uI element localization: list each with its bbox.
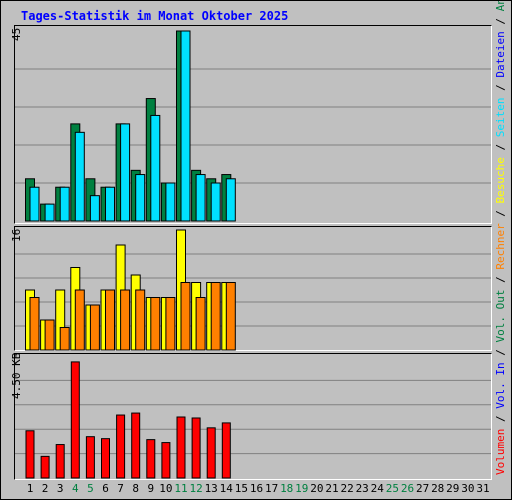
legend-item: / bbox=[494, 203, 507, 224]
bar-seiten bbox=[29, 186, 40, 222]
legend-item: Vol. In bbox=[494, 362, 507, 409]
x-tick-label: 8 bbox=[132, 482, 139, 495]
legend-item: Dateien bbox=[494, 31, 507, 78]
bar-rechner bbox=[165, 297, 176, 351]
bar-rechner bbox=[195, 297, 206, 351]
x-tick-label: 6 bbox=[102, 482, 109, 495]
bar-rechner bbox=[44, 319, 55, 351]
x-axis-labels: 1 2 3 4 5 6 7 8 9 10 11 12 13 14 15 16 17 18 19 20 21 22 23 24 2… bbox=[1, 482, 511, 498]
x-tick-label: 19 bbox=[295, 482, 309, 495]
bar-volumen bbox=[55, 444, 65, 479]
bar-seiten bbox=[135, 174, 146, 222]
x-tick-label: 20 bbox=[310, 482, 324, 495]
bar-volumen bbox=[70, 361, 80, 479]
bar-rechner bbox=[120, 289, 131, 351]
x-tick-label: 26 bbox=[400, 482, 415, 495]
x-tick-label: 18 bbox=[280, 482, 294, 495]
x-tick-label: 24 bbox=[370, 482, 384, 495]
x-tick-label: 11 bbox=[174, 482, 188, 495]
legend-item: Seiten bbox=[494, 97, 507, 138]
bar-seiten bbox=[225, 178, 236, 222]
legend-item: Volumen bbox=[494, 428, 507, 475]
legend-item: / bbox=[494, 11, 507, 32]
legend-item: Rechner bbox=[494, 223, 507, 270]
bar-seiten bbox=[105, 186, 115, 222]
x-tick-label: 28 bbox=[431, 482, 445, 495]
legend-item: / bbox=[494, 408, 507, 429]
x-tick-label: 7 bbox=[117, 482, 124, 495]
legend-item: / bbox=[494, 137, 507, 158]
legend: Volumen / Vol. In / Vol. Out / Rechner /… bbox=[494, 1, 507, 475]
x-tick-label: 31 bbox=[476, 482, 490, 495]
legend-item: Anfragen bbox=[494, 1, 507, 11]
x-tick-label: 17 bbox=[264, 482, 279, 495]
bar-volumen bbox=[221, 422, 231, 479]
bar-rechner bbox=[89, 304, 100, 351]
bar-rechner bbox=[135, 289, 146, 351]
legend-item: Vol. Out bbox=[494, 289, 507, 343]
bar-rechner bbox=[29, 297, 40, 351]
x-tick-label: 15 bbox=[234, 482, 249, 495]
x-tick-label: 16 bbox=[249, 482, 264, 495]
legend-item: / bbox=[494, 77, 507, 98]
x-tick-label: 27 bbox=[415, 482, 430, 495]
x-tick-label: 5 bbox=[87, 482, 94, 495]
bar-rechner bbox=[180, 282, 191, 351]
x-tick-label: 13 bbox=[204, 482, 218, 495]
bar-rechner bbox=[105, 289, 115, 351]
bar-rechner bbox=[59, 327, 70, 351]
bar-seiten bbox=[59, 186, 70, 222]
panel-visits-ymax-label: 16 bbox=[10, 228, 23, 242]
bar-seiten bbox=[165, 182, 176, 222]
x-tick-label: 30 bbox=[461, 482, 475, 495]
bar-volumen bbox=[161, 442, 171, 479]
bar-volumen bbox=[116, 414, 126, 479]
bar-seiten bbox=[89, 195, 100, 222]
x-tick-label: 10 bbox=[159, 482, 173, 495]
bar-rechner bbox=[150, 297, 161, 351]
x-tick-label: 22 bbox=[340, 482, 354, 495]
bar-seiten bbox=[210, 182, 221, 222]
bar-rechner bbox=[225, 282, 236, 351]
bar-rechner bbox=[74, 289, 85, 351]
bar-seiten bbox=[150, 114, 161, 222]
x-tick-label: 3 bbox=[56, 482, 64, 495]
x-tick-label: 21 bbox=[325, 482, 339, 495]
bar-seiten bbox=[44, 203, 55, 222]
x-tick-label: 29 bbox=[446, 482, 460, 495]
x-tick-label: 23 bbox=[355, 482, 369, 495]
legend-item: / bbox=[494, 342, 507, 363]
bar-volumen bbox=[191, 417, 201, 479]
x-tick-label: 4 bbox=[71, 482, 79, 495]
bar-volumen bbox=[85, 436, 95, 479]
x-tick-label: 9 bbox=[147, 482, 155, 495]
bar-rechner bbox=[210, 282, 221, 351]
x-tick-label: 12 bbox=[189, 482, 203, 495]
bar-volumen bbox=[206, 427, 216, 479]
bar-seiten bbox=[180, 30, 191, 222]
bar-seiten bbox=[120, 123, 131, 222]
x-tick-label: 2 bbox=[41, 482, 49, 495]
panel-hits-ymax-label: 45 bbox=[10, 27, 23, 41]
bar-volumen bbox=[131, 412, 141, 479]
bar-volumen bbox=[101, 438, 110, 479]
legend-item: Besuche bbox=[494, 157, 507, 204]
x-tick-label: 1 bbox=[26, 482, 34, 495]
x-tick-label: 25 bbox=[385, 482, 400, 495]
legend-item: / bbox=[494, 269, 507, 290]
bar-seiten bbox=[195, 174, 206, 222]
bar-volumen bbox=[40, 455, 50, 479]
panel-volume-ymax-label: 4.50 KB bbox=[10, 352, 23, 399]
x-tick-label: 14 bbox=[219, 482, 233, 495]
bar-volumen bbox=[146, 439, 156, 479]
bar-seiten bbox=[74, 131, 85, 222]
bar-volumen bbox=[176, 416, 186, 479]
chart-title: Tages-Statistik im Monat Oktober 2025 bbox=[21, 9, 289, 23]
bar-volumen bbox=[25, 430, 35, 479]
